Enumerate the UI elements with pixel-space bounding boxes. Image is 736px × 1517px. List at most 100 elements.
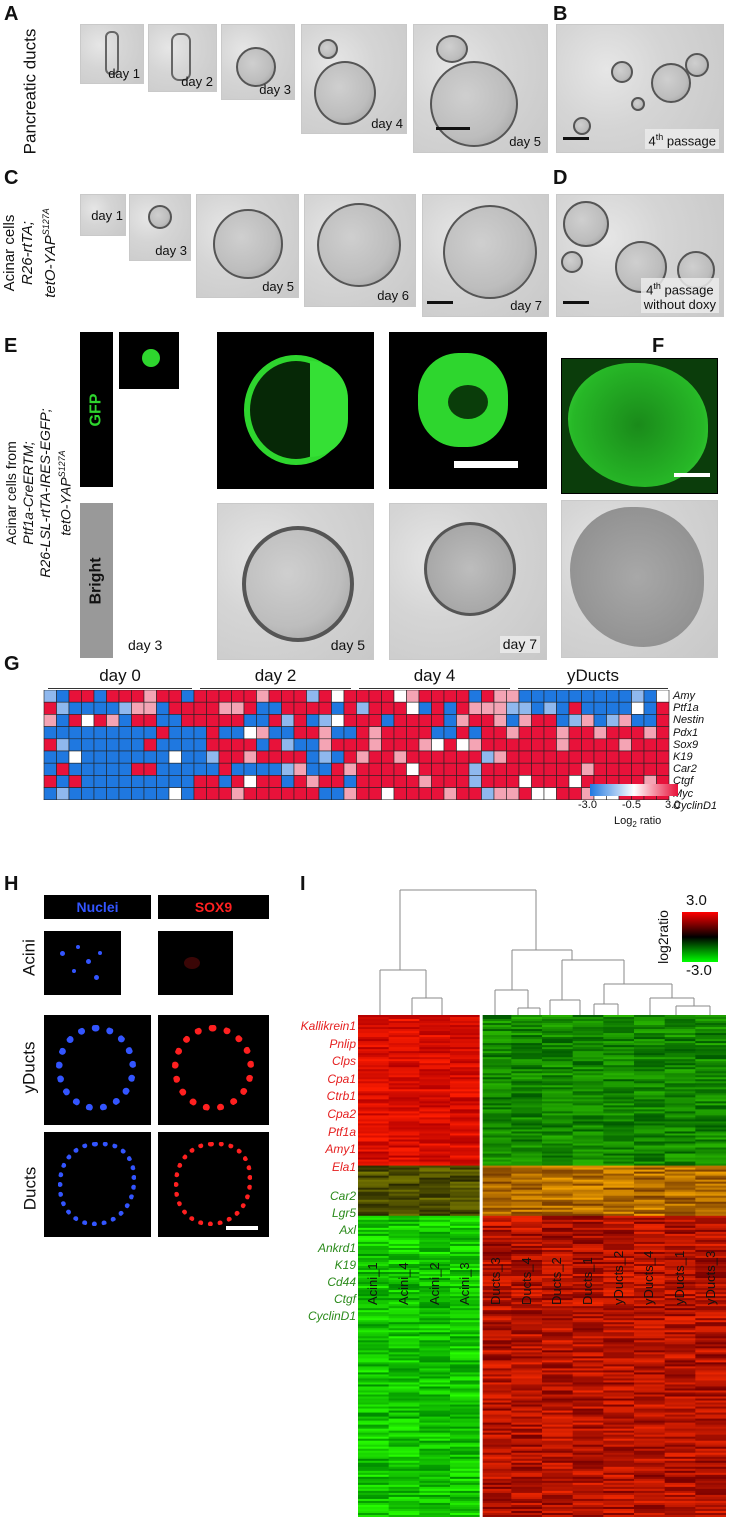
panel-g-heatmap-cell (457, 714, 470, 726)
panel-g-heatmap-cell (382, 714, 395, 726)
panel-g-heatmap-cell (332, 763, 345, 775)
panel-g-heatmap-cell (582, 751, 595, 763)
panel-g-heatmap-cell (419, 727, 432, 739)
panel-g-heatmap-cell (594, 727, 607, 739)
panel-c-day6-image: day 6 (304, 194, 416, 307)
panel-g-heatmap-cell (169, 739, 182, 751)
panel-g-heatmap-cell (69, 714, 82, 726)
panel-g-heatmap-cell (369, 739, 382, 751)
panel-g-heatmap-cell (157, 714, 170, 726)
panel-g-heatmap-cell (169, 751, 182, 763)
panel-g-heatmap-cell (407, 788, 420, 800)
panel-i-scale-min: -3.0 (686, 962, 712, 979)
panel-g-heatmap-cell (344, 788, 357, 800)
panel-g-heatmap-cell (294, 702, 307, 714)
panel-g-heatmap-cell (619, 714, 632, 726)
panel-g-heatmap-cell (357, 775, 370, 787)
panel-g-heatmap-cell (294, 763, 307, 775)
panel-g-heatmap-cell (182, 751, 195, 763)
panel-g-heatmap-cell (369, 751, 382, 763)
panel-g-heatmap-cell (607, 739, 620, 751)
panel-g-heatmap-cell (107, 714, 120, 726)
panel-h-row-acini: Acini (20, 923, 39, 993)
panel-g-heatmap-cell (582, 714, 595, 726)
panel-g-heatmap-cell (94, 702, 107, 714)
panel-g-heatmap-cell (357, 727, 370, 739)
panel-g-heatmap-cell (294, 739, 307, 751)
panel-g-heatmap-cell (157, 690, 170, 702)
panel-g-heatmap-cell (632, 702, 645, 714)
panel-g-heatmap-cell (407, 751, 420, 763)
panel-g-heatmap-cell (319, 775, 332, 787)
panel-g-heatmap-cell (269, 763, 282, 775)
panel-g-heatmap-cell (519, 751, 532, 763)
panel-g-colorbar-tick-min: -3.0 (578, 799, 597, 811)
panel-g-heatmap-cell (632, 727, 645, 739)
panel-g-heatmap-cell (607, 690, 620, 702)
panel-g-heatmap-cell (644, 702, 657, 714)
panel-i-ductal-gene-label: Axl (270, 1222, 356, 1240)
panel-g-heatmap-cell (532, 714, 545, 726)
panel-g-heatmap-cell (169, 714, 182, 726)
panel-g-heatmap-cell (207, 751, 220, 763)
panel-g-heatmap-cell (394, 714, 407, 726)
panel-g-heatmap-cell (69, 775, 82, 787)
panel-g-heatmap-cell (282, 702, 295, 714)
panel-g-heatmap-cell (482, 763, 495, 775)
panel-g-heatmap-cell (382, 763, 395, 775)
panel-g-heatmap-cell (207, 775, 220, 787)
panel-g-heatmap-cell (594, 751, 607, 763)
panel-g-heatmap-cell (357, 763, 370, 775)
panel-g-heatmap-cell (469, 763, 482, 775)
panel-g-heatmap-cell (332, 788, 345, 800)
panel-i-column-label: yDucts_2 (611, 1251, 626, 1305)
panel-g-heatmap-cell (319, 702, 332, 714)
panel-g-heatmap-cell (432, 763, 445, 775)
panel-g-heatmap-cell (519, 702, 532, 714)
panel-g-heatmap-cell (219, 751, 232, 763)
panel-g-heatmap-cell (394, 763, 407, 775)
panel-g-heatmap-cell (557, 751, 570, 763)
panel-g-heatmap-cell (619, 763, 632, 775)
panel-g-heatmap-cell (169, 763, 182, 775)
panel-g-colorbar-tick-mid: -0.5 (622, 799, 641, 811)
panel-g-gene-label: Ptf1a (673, 702, 699, 714)
panel-g-heatmap-cell (357, 714, 370, 726)
panel-g-heatmap-cell (257, 714, 270, 726)
panel-g-heatmap-cell (482, 690, 495, 702)
panel-i-column-label: Ducts_4 (519, 1257, 534, 1305)
panel-g-heatmap-cell (119, 788, 132, 800)
panel-g-heatmap-cell (419, 690, 432, 702)
panel-g-heatmap-cell (182, 727, 195, 739)
panel-h-acini-nuclei (44, 931, 121, 995)
panel-g-heatmap-cell (519, 739, 532, 751)
panel-g-heatmap-cell (607, 714, 620, 726)
panel-g-heatmap-cell (157, 727, 170, 739)
panel-g-heatmap-cell (119, 714, 132, 726)
panel-f-scale-bar (674, 473, 710, 477)
panel-g-heatmap-cell (107, 739, 120, 751)
panel-i-column-label: yDucts_4 (641, 1251, 656, 1305)
panel-e-day3-label: day 3 (128, 638, 162, 653)
panel-g-heatmap-cell (57, 739, 70, 751)
panel-h-row-ducts: Ducts (21, 1149, 40, 1229)
panel-g-heatmap-cell (382, 702, 395, 714)
panel-g-heatmap-cell (232, 763, 245, 775)
panel-g-heatmap-cell (219, 714, 232, 726)
panel-b-scale-bar (563, 137, 589, 140)
panel-g-heatmap-cell (232, 751, 245, 763)
panel-g-heatmap-cell (557, 727, 570, 739)
panel-g-group-bracket (359, 688, 510, 689)
panel-g-heatmap-cell (469, 788, 482, 800)
panel-g-heatmap-cell (469, 751, 482, 763)
panel-g-heatmap-cell (344, 751, 357, 763)
panel-g-heatmap-cell (507, 788, 520, 800)
panel-g-heatmap-cell (194, 775, 207, 787)
panel-g-heatmap-cell (332, 690, 345, 702)
panel-g-heatmap-cell (482, 739, 495, 751)
panel-e-bright-day7: day 7 (389, 503, 547, 660)
panel-g-heatmap-cell (432, 714, 445, 726)
panel-g-heatmap-cell (82, 739, 95, 751)
panel-g-heatmap-cell (644, 739, 657, 751)
panel-g-heatmap-cell (532, 751, 545, 763)
